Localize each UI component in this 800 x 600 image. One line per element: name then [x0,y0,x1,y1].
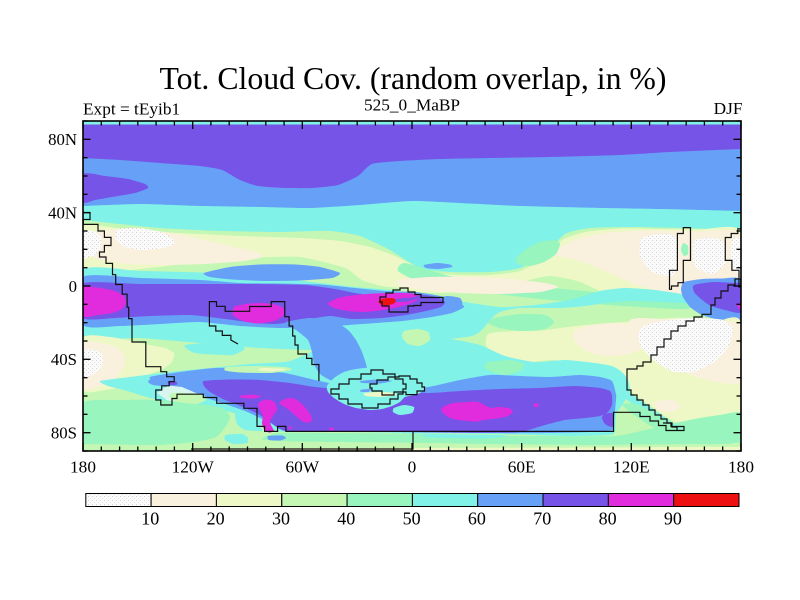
svg-text:0: 0 [408,458,417,477]
svg-text:DJF: DJF [714,99,743,118]
svg-text:Tot. Cloud Cov. (random overla: Tot. Cloud Cov. (random overlap, in %) [159,61,666,96]
svg-text:40N: 40N [48,204,77,223]
svg-text:30: 30 [272,509,290,529]
svg-text:180: 180 [728,458,754,477]
svg-text:50: 50 [403,509,421,529]
svg-text:60W: 60W [286,458,320,477]
svg-text:60: 60 [468,509,486,529]
svg-text:60E: 60E [508,458,536,477]
svg-text:90: 90 [664,509,682,529]
svg-text:80S: 80S [51,424,77,443]
svg-text:10: 10 [141,509,159,529]
svg-text:80N: 80N [48,130,77,149]
svg-text:120E: 120E [613,458,649,477]
svg-text:40: 40 [337,509,355,529]
svg-text:Expt = tEyib1: Expt = tEyib1 [83,100,180,119]
svg-text:70: 70 [533,509,551,529]
svg-text:20: 20 [207,509,225,529]
svg-text:120W: 120W [172,458,215,477]
svg-text:525_0_MaBP: 525_0_MaBP [364,96,460,115]
svg-text:80: 80 [599,509,617,529]
svg-text:180: 180 [70,458,96,477]
svg-text:40S: 40S [51,350,77,369]
svg-text:0: 0 [69,277,77,296]
